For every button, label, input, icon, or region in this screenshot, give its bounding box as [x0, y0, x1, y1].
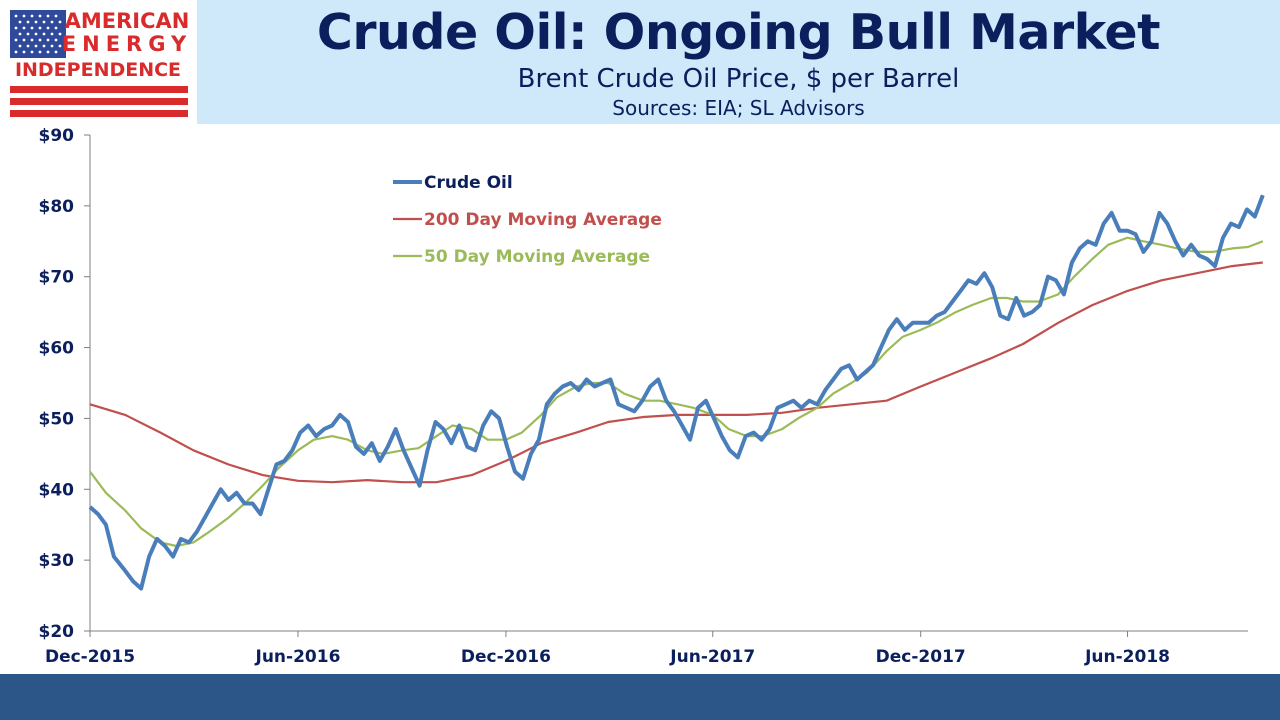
legend-label-1: 200 Day Moving Average — [424, 210, 662, 230]
y-tick-label: $50 — [39, 409, 75, 429]
legend-label-2: 50 Day Moving Average — [424, 247, 650, 267]
logo-stripe — [10, 110, 188, 117]
y-tick-label: $30 — [39, 551, 75, 571]
y-tick-label: $70 — [39, 268, 75, 288]
chart-axes: $20 $30 $40 $50 $60 $70 $80 $90 Dec-2015 Jun-2016… — [39, 126, 1248, 667]
chart-legend: Crude Oil 200 Day Moving Average 50 Day Mo… — [393, 173, 662, 267]
series-line-0 — [88, 194, 1265, 591]
logo-graphic: AMERICAN ENERGY INDEPENDENCE — [10, 9, 192, 117]
x-tick-label: Jun-2017 — [669, 647, 755, 667]
y-tick-label: $20 — [39, 622, 75, 642]
x-tick-label: Dec-2015 — [45, 647, 135, 667]
logo-stripe — [10, 98, 188, 105]
logo-line1: AMERICAN — [65, 9, 190, 33]
logo-line2: ENERGY — [62, 32, 192, 56]
y-tick-label: $60 — [39, 339, 75, 359]
sources-note: Sources: EIA; SL Advisors — [612, 96, 865, 120]
y-tick-label: $40 — [39, 480, 75, 500]
x-tick-label: Jun-2018 — [1084, 647, 1170, 667]
flag-stars — [14, 14, 62, 54]
chart-series — [88, 194, 1265, 591]
footer-band — [0, 674, 1280, 720]
logo-stripe — [10, 86, 188, 93]
legend-label-0: Crude Oil — [424, 173, 513, 193]
y-tick-label: $80 — [39, 197, 75, 217]
x-tick-label: Jun-2016 — [255, 647, 341, 667]
flag-canton — [10, 10, 66, 58]
x-tick-label: Dec-2017 — [876, 647, 966, 667]
logo-line3: INDEPENDENCE — [15, 59, 181, 81]
y-tick-label: $90 — [39, 126, 75, 146]
header-band — [197, 0, 1280, 124]
page-title: Crude Oil: Ongoing Bull Market — [316, 4, 1161, 61]
page-subtitle: Brent Crude Oil Price, $ per Barrel — [517, 64, 960, 94]
x-tick-label: Dec-2016 — [461, 647, 551, 667]
american-energy-independence-logo: AMERICAN ENERGY INDEPENDENCE — [0, 0, 197, 124]
crude-oil-chart: $20 $30 $40 $50 $60 $70 $80 $90 Dec-2015 Jun-2016… — [39, 126, 1265, 667]
series-line-1 — [89, 261, 1263, 484]
